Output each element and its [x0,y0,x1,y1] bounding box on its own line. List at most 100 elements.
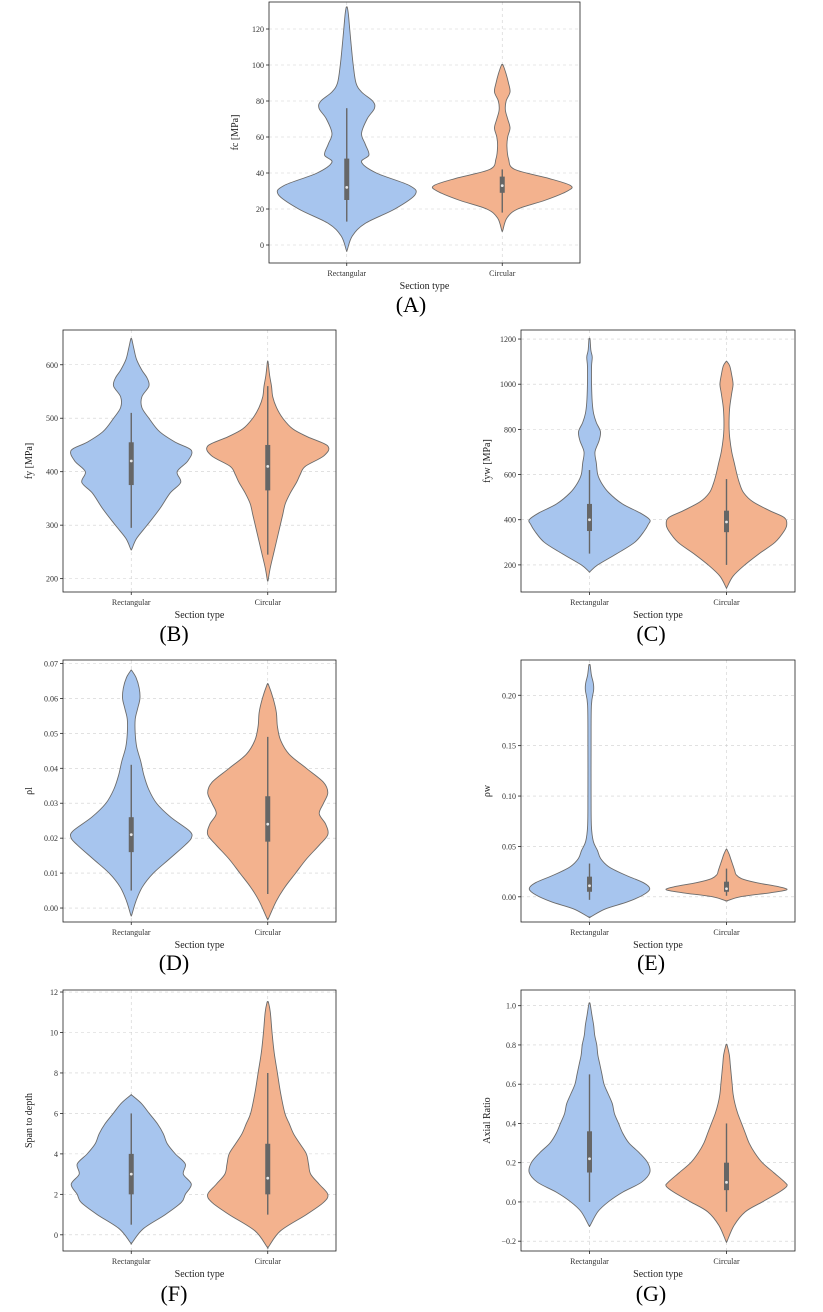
median-rectangular [588,884,591,888]
y-tick-label: 0 [260,241,264,250]
median-circular [725,1180,728,1184]
panel-label-a: (A) [396,292,427,317]
plot-frame [62,659,337,923]
x-tick-label: Circular [489,269,516,278]
y-tick-label: 0.2 [506,1159,516,1168]
panel-label-d: (D) [159,950,190,975]
x-tick-label: Rectangular [570,928,609,937]
median-rectangular [129,833,133,837]
iqr-box-circular [724,1162,729,1191]
y-tick-label: 1200 [500,335,516,344]
x-tick-label: Rectangular [327,269,366,278]
y-axis-label: fc [MPa] [230,115,241,151]
y-tick-label: 600 [504,471,516,480]
x-tick-label: Circular [713,598,740,607]
panel-label-c: (C) [636,621,665,646]
y-tick-label: 4 [54,1150,58,1159]
violin-circular [665,360,788,589]
x-tick-label: Circular [255,928,282,937]
panel-label-f: (F) [161,1281,188,1306]
x-tick-label: Circular [713,1257,740,1266]
y-tick-label: 600 [46,361,58,370]
y-tick-label: 0.04 [44,764,58,773]
iqr-box-rectangular [344,158,350,200]
median-rectangular [588,518,591,522]
median-rectangular [588,1157,591,1161]
x-axis-label: Section type [633,1269,683,1280]
y-tick-label: 100 [252,61,264,70]
y-tick-label: −0.2 [501,1237,516,1246]
plot-frame [520,329,796,593]
x-tick-label: Rectangular [112,928,151,937]
x-tick-label: Rectangular [112,598,151,607]
y-tick-label: 6 [54,1109,58,1118]
iqr-box-rectangular [128,442,134,486]
median-rectangular [345,186,349,189]
x-axis-label: Section type [633,940,683,951]
y-tick-label: 2 [54,1190,58,1199]
y-tick-label: 0.15 [502,742,516,751]
iqr-box-rectangular [587,1131,592,1173]
chart-panel-e: 0.00 0.05 0.10 0.15 0.20 Rectangular Circular S… [482,659,796,975]
violin-rectangular [528,663,651,919]
y-tick-label: 800 [504,425,516,434]
iqr-box-circular [265,796,271,842]
y-axis-label: ρl [24,787,35,795]
y-axis-label: ρw [482,784,493,797]
x-tick-label: Rectangular [570,598,609,607]
x-axis-label: Section type [175,940,225,951]
y-tick-label: 0.06 [44,694,58,703]
y-tick-label: 1000 [500,380,516,389]
iqr-box-circular [265,1143,271,1195]
x-axis-label: Section type [175,1269,225,1280]
median-circular [500,184,504,188]
iqr-box-rectangular [587,876,592,892]
y-tick-label: 0.0 [506,1198,516,1207]
plot-frame [520,659,796,923]
y-tick-label: 200 [46,575,58,584]
y-tick-label: 0.02 [44,834,58,843]
y-tick-label: 0 [54,1231,58,1240]
median-circular [266,464,270,468]
median-circular [266,1176,270,1180]
y-tick-label: 0.07 [44,659,58,668]
y-tick-label: 12 [50,988,58,997]
y-tick-label: 0.05 [44,729,58,738]
x-axis-label: Section type [175,610,225,621]
median-circular [725,887,728,891]
y-axis-label: Axial Ratio [482,1097,493,1143]
x-axis-label: Section type [400,281,450,292]
median-rectangular [129,1172,133,1176]
violin-rectangular [528,337,651,573]
chart-panel-c: 200 400 600 800 1000 1200 Rectangular Circular S… [482,329,796,646]
chart-panel-g: −0.2 0.0 0.2 0.4 0.6 0.8 1.0 Rectangular Circula… [482,989,796,1306]
y-axis-label: Span to depth [24,1093,35,1148]
plot-frame [268,1,581,264]
panel-label-b: (B) [159,621,188,646]
y-tick-label: 8 [54,1069,58,1078]
y-tick-label: 0.01 [44,869,58,878]
y-tick-label: 0.6 [506,1080,516,1089]
y-tick-label: 400 [46,468,58,477]
y-tick-label: 10 [50,1028,58,1037]
chart-panel-a: 0 20 40 60 80 100 120 Rectangular Circular Sectio… [230,1,581,317]
x-tick-label: Circular [713,928,740,937]
y-tick-label: 60 [256,133,264,142]
y-tick-label: 0.4 [506,1119,516,1128]
x-axis-label: Section type [633,610,683,621]
y-tick-label: 0.20 [502,691,516,700]
x-tick-label: Circular [255,1257,282,1266]
y-tick-label: 0.00 [44,904,58,913]
panel-label-e: (E) [637,950,665,975]
y-tick-label: 120 [252,25,264,34]
y-tick-label: 300 [46,521,58,530]
x-tick-label: Rectangular [112,1257,151,1266]
plot-frame [62,989,337,1252]
y-tick-label: 40 [256,169,264,178]
y-tick-label: 500 [46,414,58,423]
median-rectangular [129,459,133,463]
y-tick-label: 400 [504,516,516,525]
plot-frame [62,329,337,593]
y-tick-label: 0.10 [502,792,516,801]
